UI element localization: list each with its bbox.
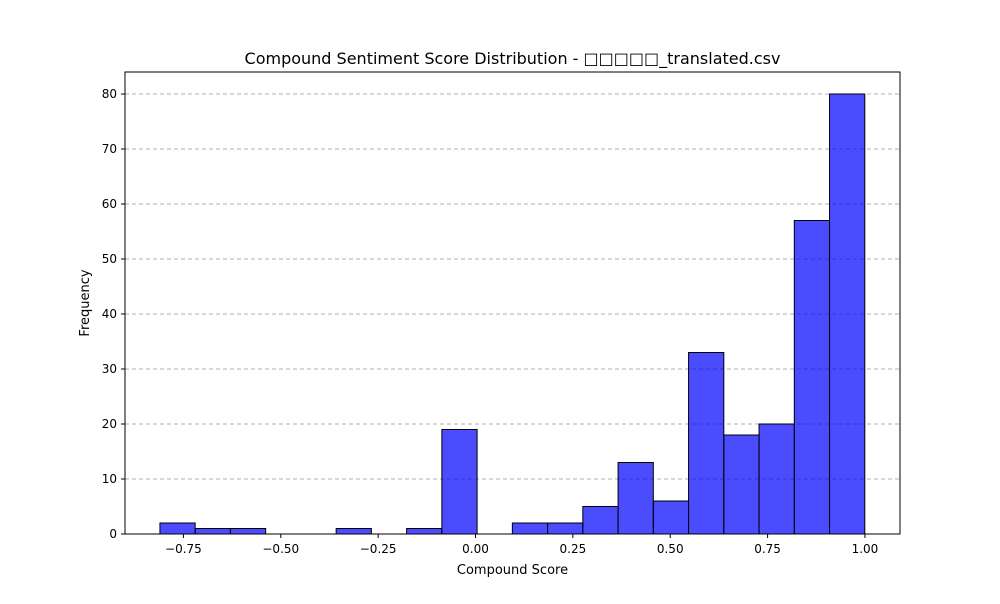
histogram-bar bbox=[194, 528, 231, 535]
histogram-bar bbox=[829, 93, 866, 535]
grid-lines bbox=[125, 93, 900, 480]
y-tick-label: 20 bbox=[102, 417, 117, 431]
y-tick-label: 40 bbox=[102, 307, 117, 321]
histogram-bar bbox=[723, 434, 760, 535]
y-axis-label: Frequency bbox=[78, 269, 93, 336]
y-tick-label: 0 bbox=[109, 527, 117, 541]
chart-title: Compound Sentiment Score Distribution - … bbox=[245, 49, 781, 69]
histogram-bars bbox=[159, 93, 866, 535]
x-tick-label: −0.25 bbox=[360, 542, 397, 556]
histogram-bar bbox=[229, 528, 267, 535]
histogram-bar bbox=[652, 500, 690, 535]
x-tick-label: 0.75 bbox=[754, 542, 781, 556]
histogram-bar bbox=[441, 429, 478, 535]
histogram-bar bbox=[335, 528, 372, 535]
y-tick-label: 80 bbox=[102, 87, 117, 101]
y-tick-label: 30 bbox=[102, 362, 117, 376]
histogram-bar bbox=[547, 522, 584, 535]
histogram-bar bbox=[617, 462, 654, 535]
x-axis-label: Compound Score bbox=[457, 563, 568, 578]
y-tick-label: 10 bbox=[102, 472, 117, 486]
y-axis-ticks: 0 10 20 30 40 50 60 70 80 bbox=[102, 87, 125, 541]
histogram-bar bbox=[406, 528, 443, 535]
x-tick-label: 0.00 bbox=[462, 542, 489, 556]
y-tick-label: 50 bbox=[102, 252, 117, 266]
x-tick-label: −0.75 bbox=[165, 542, 202, 556]
x-tick-label: −0.50 bbox=[262, 542, 299, 556]
y-tick-label: 70 bbox=[102, 142, 117, 156]
x-axis-ticks: −0.75 −0.50 −0.25 0.00 0.25 0.50 0.75 1.00 bbox=[165, 534, 878, 556]
histogram-bar bbox=[688, 352, 725, 535]
plot-area-frame bbox=[124, 71, 901, 535]
x-tick-label: 1.00 bbox=[852, 542, 879, 556]
histogram-bar bbox=[793, 220, 831, 535]
x-tick-label: 0.25 bbox=[560, 542, 587, 556]
y-tick-label: 60 bbox=[102, 197, 117, 211]
histogram-bar bbox=[758, 423, 795, 535]
histogram-bar bbox=[159, 522, 196, 535]
x-tick-label: 0.50 bbox=[657, 542, 684, 556]
histogram-bar bbox=[582, 506, 619, 535]
histogram-bar bbox=[511, 522, 549, 535]
